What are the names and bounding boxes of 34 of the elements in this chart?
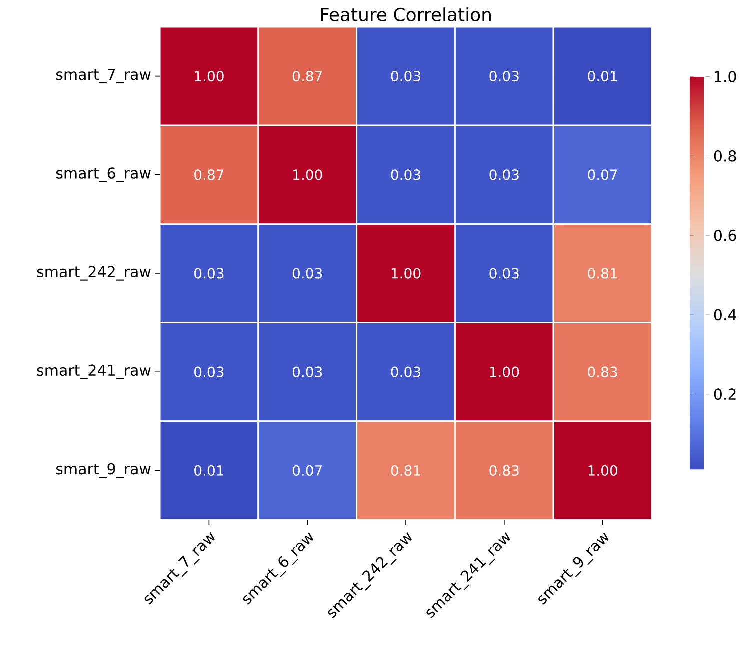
data-label: 0.01 [588, 71, 618, 82]
data-label: 0.81 [391, 465, 420, 476]
data-label: 0.87 [292, 71, 322, 82]
data-label: 0.03 [490, 170, 519, 180]
data-label: 1.00 [490, 366, 520, 378]
color-bar-label: 0.4 [714, 309, 736, 321]
y-tick-label: smart_242_raw [37, 266, 151, 281]
y-tick-label: smart_6_raw [56, 168, 151, 182]
data-label: 0.03 [194, 366, 224, 378]
data-label: 0.03 [292, 268, 322, 279]
y-tick-label: smart_9_raw [56, 463, 151, 478]
data-label: 0.07 [292, 465, 322, 476]
data-label: 0.03 [292, 366, 322, 378]
data-label: 1.00 [195, 71, 224, 82]
data-label: 0.03 [391, 170, 420, 180]
data-label: 0.03 [194, 268, 224, 279]
data-label: 1.00 [392, 268, 421, 279]
color-bar-label: 0.6 [714, 230, 736, 242]
data-label: 0.87 [194, 170, 224, 180]
color-bar-label: 0.2 [714, 388, 736, 400]
chart-title: Feature Correlation [321, 8, 491, 22]
data-label: 0.81 [588, 268, 618, 279]
data-label: 0.01 [194, 465, 224, 476]
data-label: 0.83 [490, 465, 519, 476]
color-bar-label: 1.0 [715, 71, 736, 82]
data-label: 0.07 [588, 170, 618, 180]
y-tick-label: smart_241_raw [37, 364, 151, 380]
color-bar-label: 0.8 [714, 150, 736, 162]
data-label: 0.83 [588, 366, 618, 378]
data-label: 0.03 [490, 268, 519, 279]
data-label: 1.00 [294, 170, 322, 180]
y-tick-label: smart_7_raw [56, 69, 151, 84]
data-label: 0.03 [391, 366, 420, 378]
data-label: 1.00 [588, 465, 618, 476]
